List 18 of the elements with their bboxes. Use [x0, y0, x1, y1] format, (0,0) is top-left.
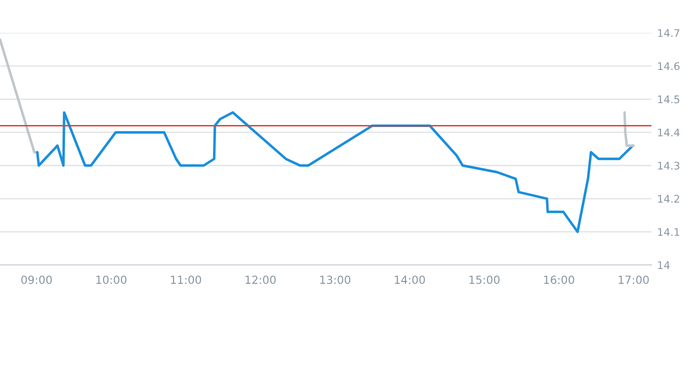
- y-tick-label: 14.1: [658, 228, 680, 236]
- line-series: [36, 111, 634, 234]
- y-tick-label: 14.5: [658, 96, 680, 104]
- x-tick-label: 10:00: [96, 276, 126, 284]
- x-tick-label: 13:00: [320, 276, 350, 284]
- y-tick-label: 14: [658, 261, 670, 269]
- y-tick-label: 14.4: [658, 128, 680, 136]
- y-tick-label: 14.6: [658, 62, 680, 70]
- x-tick-label: 16:00: [544, 276, 574, 284]
- x-tick-label: 14:00: [394, 276, 425, 284]
- x-tick-label: 11:00: [171, 276, 202, 284]
- y-tick-label: 14.2: [658, 194, 680, 203]
- x-tick-label: 09:00: [21, 276, 52, 284]
- x-tick-label: 15:00: [469, 276, 500, 284]
- y-tick-label: 14.7: [658, 29, 680, 37]
- y-tick-label: 14.3: [658, 162, 680, 170]
- x-tick-label: 17:00: [618, 276, 649, 284]
- x-tick-label: 12:00: [246, 276, 276, 284]
